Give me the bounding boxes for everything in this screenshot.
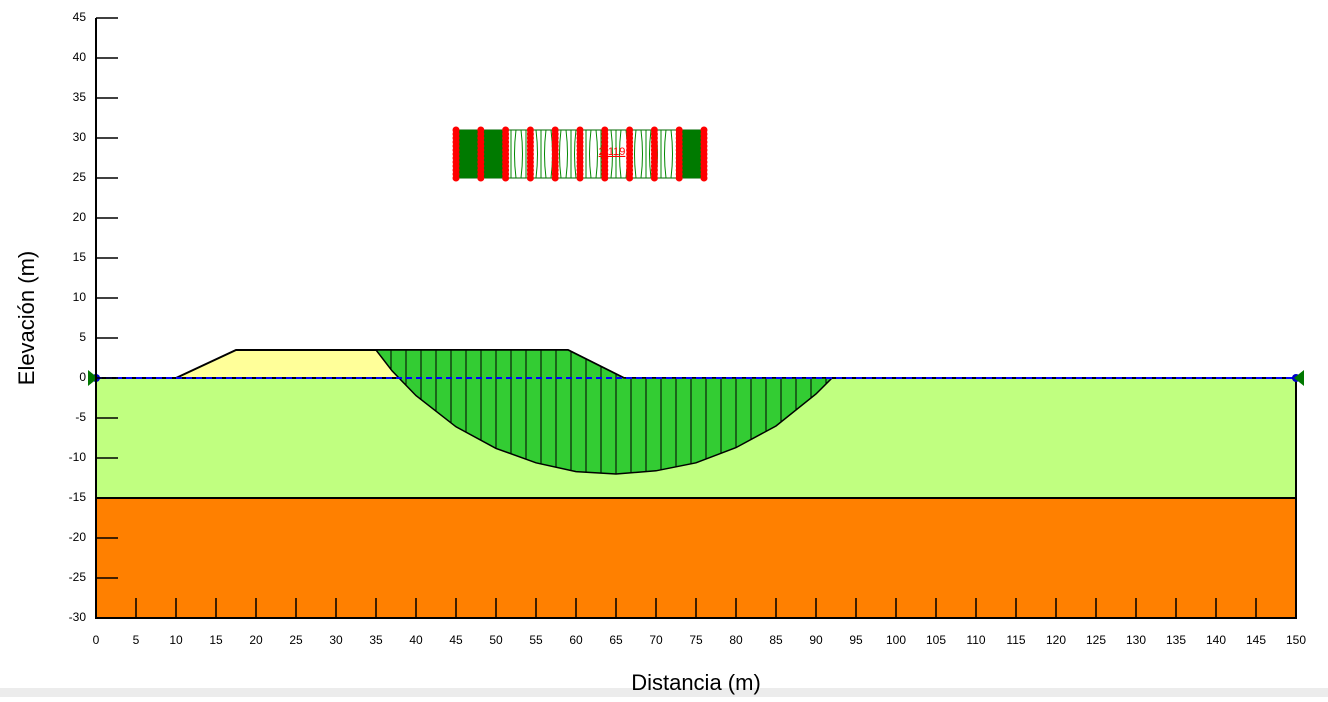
contour-line [649,129,652,179]
y-tick-label: 25 [73,170,87,184]
x-tick-label: 145 [1246,633,1266,647]
x-tick-label: 85 [769,633,783,647]
x-tick-label: 70 [649,633,663,647]
x-tick-label: 80 [729,633,743,647]
x-tick-label: 110 [966,633,985,647]
y-tick-label: 45 [73,10,87,24]
contour-line [619,129,622,179]
y-tick-label: 20 [73,210,87,224]
boundary-marker [88,370,98,386]
contour-line [670,129,673,179]
contour-line [514,129,517,179]
status-strip [0,688,1328,697]
contour-line [640,129,643,179]
x-tick-label: 55 [529,633,543,647]
x-tick-label: 135 [1166,633,1186,647]
grid-center-dot [526,174,534,182]
x-tick-label: 120 [1046,633,1066,647]
y-tick-label: 40 [73,50,87,64]
contour-line [634,129,637,179]
x-tick-label: 125 [1086,633,1106,647]
grid-center-dot [626,174,634,182]
x-tick-label: 15 [209,633,223,647]
y-tick-label: -30 [69,610,87,624]
grid-center-dot [601,174,609,182]
y-tick-label: -15 [69,490,87,504]
grid-center-dot [452,174,460,182]
boundary-marker [1294,370,1304,386]
x-tick-label: 40 [409,633,423,647]
contour-line [595,129,598,179]
y-tick-label: -10 [69,450,87,464]
y-tick-label: 10 [73,290,87,304]
y-tick-label: -20 [69,530,87,544]
contour-line [535,129,538,179]
x-tick-label: 20 [249,633,263,647]
x-tick-label: 30 [329,633,343,647]
y-tick-label: 30 [73,130,87,144]
x-tick-label: 45 [449,633,463,647]
contour-line [574,129,577,179]
contour-line [559,129,562,179]
x-tick-label: 90 [809,633,823,647]
grid-center-dot [477,174,485,182]
grid-center-dot [700,174,708,182]
y-tick-label: 35 [73,90,87,104]
y-tick-label: -5 [75,410,86,424]
grid-center-dot [650,174,658,182]
y-tick-label: 15 [73,250,87,264]
y-axis-label: Elevación (m) [14,251,39,385]
contour-line [589,129,592,179]
x-tick-label: 75 [689,633,703,647]
x-axis-label: Distancia (m) [631,670,761,695]
y-tick-label: 5 [79,330,86,344]
grid-center-dot [576,174,584,182]
x-tick-label: 0 [93,633,100,647]
x-tick-label: 60 [569,633,583,647]
grid-center-dot [502,174,510,182]
slip-mass [374,349,834,475]
contour-line [610,129,613,179]
x-tick-label: 35 [369,633,383,647]
y-tick-label: 0 [79,370,86,384]
factor-of-safety: 2.119 [599,146,626,158]
x-tick-label: 115 [1006,633,1025,647]
x-tick-label: 150 [1286,633,1306,647]
y-tick-label: -25 [69,570,87,584]
grid-center-dot [675,174,683,182]
contour-line [544,129,547,179]
x-tick-label: 5 [133,633,140,647]
x-tick-label: 10 [169,633,183,647]
x-tick-label: 100 [886,633,906,647]
contour-line [565,129,568,179]
x-tick-label: 65 [609,633,623,647]
contour-line [520,129,523,179]
contour-line [664,129,667,179]
x-tick-label: 25 [289,633,303,647]
x-tick-label: 105 [926,633,946,647]
x-tick-label: 95 [849,633,863,647]
x-tick-label: 130 [1126,633,1146,647]
grid-center-dot [551,174,559,182]
x-tick-label: 50 [489,633,503,647]
x-tick-label: 140 [1206,633,1226,647]
